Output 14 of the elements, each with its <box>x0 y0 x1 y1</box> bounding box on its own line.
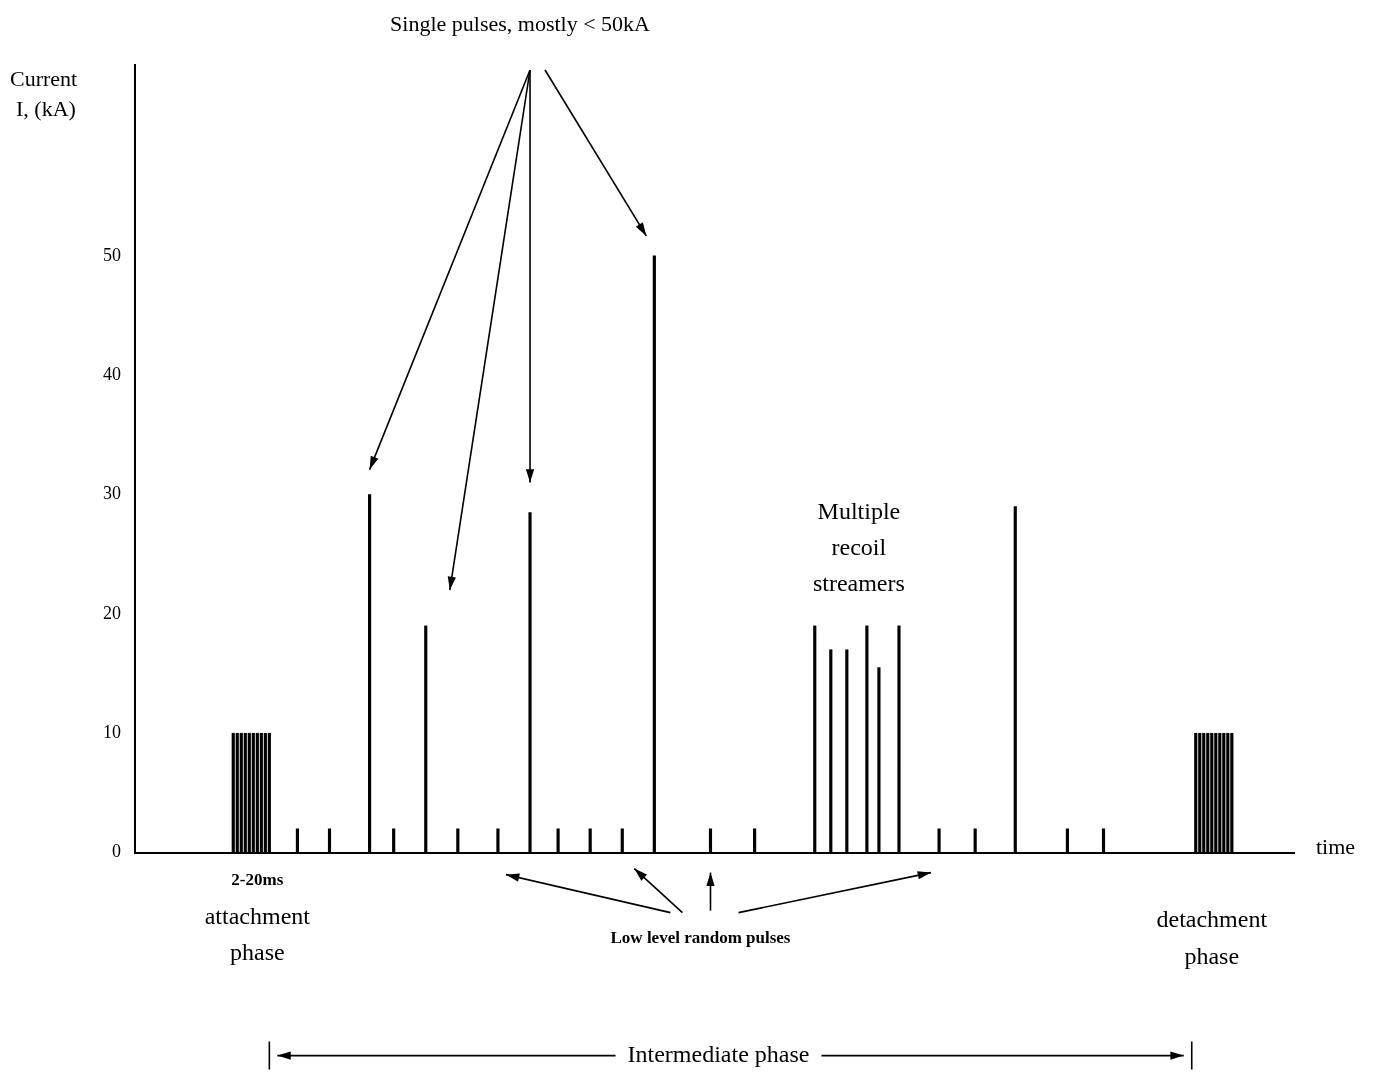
y-tick-label: 30 <box>103 483 121 504</box>
text: 2-20ms attachment phase <box>204 869 311 965</box>
x-axis-title: time <box>1316 834 1356 860</box>
y-tick-label: 10 <box>103 722 121 742</box>
y-axis-title: Current I, (kA) <box>10 65 78 121</box>
text: Low level random pulses <box>610 927 791 947</box>
annotation: Multiple recoil streamers <box>812 497 905 596</box>
text: Intermediate phase <box>627 1040 810 1067</box>
y-tick-label: 0 <box>112 841 121 862</box>
y-tick-label: 50 <box>103 244 121 265</box>
y-tick-label: 20 <box>103 602 121 623</box>
text: detachment phase <box>1156 905 1268 969</box>
y-tick-label: 40 <box>103 364 121 384</box>
text: Single pulses, mostly < 50kA <box>390 10 651 36</box>
